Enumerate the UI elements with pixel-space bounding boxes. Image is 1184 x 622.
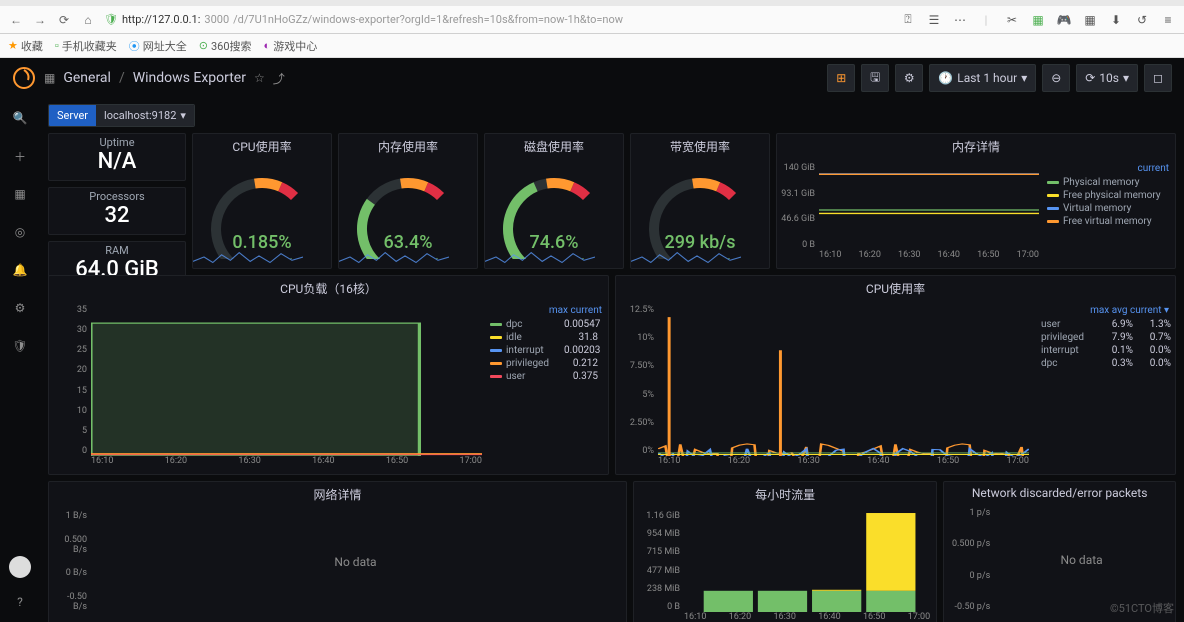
reader-icon[interactable]: ☰ xyxy=(926,12,942,28)
game-icon[interactable]: 🎮 xyxy=(1056,12,1072,28)
stat-value: N/A xyxy=(49,149,185,174)
menu-icon[interactable]: ≡ xyxy=(1160,12,1176,28)
panel-mem-detail[interactable]: 内存详情 140 GiB93.1 GiB46.6 GiB0 B16:1016:2… xyxy=(776,133,1176,269)
settings-button[interactable]: ⚙ xyxy=(895,64,923,92)
variable-value: localhost:9182 xyxy=(104,109,176,122)
panel-uptime[interactable]: Uptime N/A xyxy=(48,133,186,181)
bookmark-mobile[interactable]: ▫手机收藏夹 xyxy=(55,38,117,54)
grafana-app: ▦ General / Windows Exporter ☆ ⤴ ⊞ 🖫 ⚙ 🕐… xyxy=(0,58,1184,622)
panel-bw-gauge[interactable]: 带宽使用率 299 kb/s xyxy=(630,133,770,269)
chevron-down-icon: ▾ xyxy=(1021,71,1027,85)
zoom-out-button[interactable]: ⊖ xyxy=(1042,64,1070,92)
share-button[interactable]: ⤴ xyxy=(273,70,285,87)
star-button[interactable]: ☆ xyxy=(254,71,265,85)
help-icon[interactable]: ? xyxy=(10,592,30,612)
scissors-icon[interactable]: ✂ xyxy=(1004,12,1020,28)
reload-button[interactable]: ⟳ xyxy=(56,12,72,28)
explore-icon[interactable]: ◎ xyxy=(10,222,30,242)
dashboards-icon[interactable]: ▦ xyxy=(44,71,55,85)
browser-toolbar: ← → ⟳ ⌂ 🛡 http://127.0.0.1: 3000/d/7U1nHo… xyxy=(0,6,1184,34)
panel-title: 带宽使用率 xyxy=(631,134,769,159)
variable-label: Server xyxy=(49,105,96,126)
forward-button[interactable]: → xyxy=(32,12,48,28)
browser-actions: ⍰ ☰ ⋯ | ✂ ▦ 🎮 ▦ ⬇ ↺ ≡ xyxy=(900,12,1176,28)
alerting-icon[interactable]: 🔔 xyxy=(10,260,30,280)
panel-processors[interactable]: Processors 32 xyxy=(48,187,186,235)
grafana-sidebar: 🔍 ＋ ▦ ◎ 🔔 ⚙ 🛡 ? xyxy=(0,98,40,622)
refresh-icon: ⟳ xyxy=(1085,71,1095,85)
divider: | xyxy=(978,12,994,28)
grafana-header: ▦ General / Windows Exporter ☆ ⤴ ⊞ 🖫 ⚙ 🕐… xyxy=(0,58,1184,98)
time-range-picker[interactable]: 🕐Last 1 hour▾ xyxy=(929,64,1036,92)
apps-icon[interactable]: ▦ xyxy=(1082,12,1098,28)
search-icon[interactable]: 🔍 xyxy=(10,108,30,128)
panel-net-detail[interactable]: 网络详情 1 B/s0.500 B/s0 B/s-0.50 B/sNo data xyxy=(48,481,627,622)
back-button[interactable]: ← xyxy=(8,12,24,28)
chevron-down-icon: ▾ xyxy=(180,109,186,122)
url-path: /d/7U1nHoGZz/windows-exporter?orgId=1&re… xyxy=(233,13,623,26)
address-bar[interactable]: 🛡 http://127.0.0.1: 3000/d/7U1nHoGZz/wind… xyxy=(104,13,892,26)
download-icon[interactable]: ⬇ xyxy=(1108,12,1124,28)
template-variables: Server localhost:9182 ▾ xyxy=(48,98,1176,133)
bookmarks-bar: ★收藏 ▫手机收藏夹 ⦿网址大全 ⊙360搜索 ◐游戏中心 xyxy=(0,34,1184,58)
panel-hourly-traffic[interactable]: 每小时流量 1.16 GiB954 MiB715 MiB477 MiB238 M… xyxy=(633,481,937,622)
history-icon[interactable]: ↺ xyxy=(1134,12,1150,28)
panel-cpu-usage[interactable]: CPU使用率 12.5%10%7.50%5%2.50%0%16:1016:201… xyxy=(615,275,1176,475)
shield-icon: 🛡 xyxy=(104,13,118,26)
clock-icon: 🕐 xyxy=(938,71,953,85)
panel-cpu-load[interactable]: CPU负载（16核） 35302520151050 16:1016:2016:3… xyxy=(48,275,609,475)
panel-title: RAM xyxy=(49,244,185,257)
panel-cpu-gauge[interactable]: CPU使用率 0.185% xyxy=(192,133,332,269)
dashboard-body: Server localhost:9182 ▾ Uptime N/A Proces… xyxy=(40,98,1184,622)
bookmark-fav[interactable]: ★收藏 xyxy=(8,38,43,54)
chevron-down-icon: ▾ xyxy=(1123,71,1129,85)
save-button[interactable]: 🖫 xyxy=(861,64,889,92)
panel-title: 磁盘使用率 xyxy=(485,134,623,159)
panel-title: CPU使用率 xyxy=(193,134,331,159)
panel-title: Processors xyxy=(49,190,185,203)
panel-mem-gauge[interactable]: 内存使用率 63.4% xyxy=(338,133,478,269)
bookmark-games[interactable]: ◐游戏中心 xyxy=(264,38,318,54)
more-icon[interactable]: ⋯ xyxy=(952,12,968,28)
server-admin-icon[interactable]: 🛡 xyxy=(10,336,30,356)
avatar[interactable] xyxy=(9,556,31,578)
stat-value: 32 xyxy=(49,203,185,228)
extensions-icon[interactable]: ▦ xyxy=(1030,12,1046,28)
config-icon[interactable]: ⚙ xyxy=(10,298,30,318)
url-port: 3000 xyxy=(204,13,229,26)
breadcrumb: General / Windows Exporter xyxy=(63,70,246,86)
breadcrumb-page[interactable]: Windows Exporter xyxy=(133,70,246,86)
create-icon[interactable]: ＋ xyxy=(10,146,30,166)
breadcrumb-root[interactable]: General xyxy=(63,70,111,86)
bookmark-360[interactable]: ⊙360搜索 xyxy=(199,38,252,54)
variable-server[interactable]: Server localhost:9182 ▾ xyxy=(48,104,195,127)
dashboards-nav-icon[interactable]: ▦ xyxy=(10,184,30,204)
panel-disk-gauge[interactable]: 磁盘使用率 74.6% xyxy=(484,133,624,269)
url-host: http://127.0.0.1: xyxy=(122,13,200,26)
tv-mode-button[interactable]: ◻ xyxy=(1144,64,1172,92)
breadcrumb-separator: / xyxy=(119,70,125,86)
grafana-logo-icon[interactable] xyxy=(12,66,36,90)
panel-title: 内存使用率 xyxy=(339,134,477,159)
panel-title: Uptime xyxy=(49,136,185,149)
home-button[interactable]: ⌂ xyxy=(80,12,96,28)
bookmark-sites[interactable]: ⦿网址大全 xyxy=(129,38,187,54)
add-panel-button[interactable]: ⊞ xyxy=(827,64,855,92)
watermark: ©51CTO博客 xyxy=(1110,600,1174,616)
refresh-picker[interactable]: ⟳10s▾ xyxy=(1076,64,1138,92)
translate-icon[interactable]: ⍰ xyxy=(900,12,916,28)
